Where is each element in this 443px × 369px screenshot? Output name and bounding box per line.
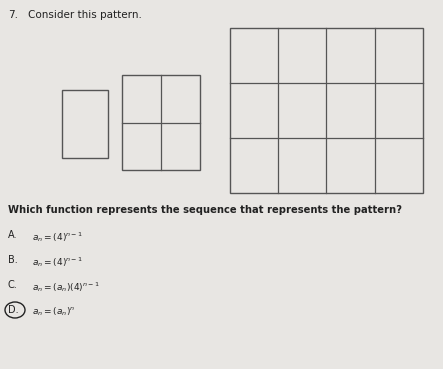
Bar [230,28,423,193]
Text: 7.: 7. [8,10,18,20]
Text: $a_n = (4)^{n-1}$: $a_n = (4)^{n-1}$ [32,255,83,269]
Text: A.: A. [8,230,18,240]
Text: B.: B. [8,255,18,265]
Text: Consider this pattern.: Consider this pattern. [28,10,142,20]
Text: $a_n = (4)^{n-1}$: $a_n = (4)^{n-1}$ [32,230,83,244]
Bar [122,75,200,170]
Text: C.: C. [8,280,18,290]
Text: D.: D. [8,305,19,315]
Text: Which function represents the sequence that represents the pattern?: Which function represents the sequence t… [8,205,402,215]
Text: $a_n = (a_n)(4)^{n-1}$: $a_n = (a_n)(4)^{n-1}$ [32,280,100,294]
Bar [62,90,108,158]
Text: $a_n = (a_n)^n$: $a_n = (a_n)^n$ [32,305,75,317]
